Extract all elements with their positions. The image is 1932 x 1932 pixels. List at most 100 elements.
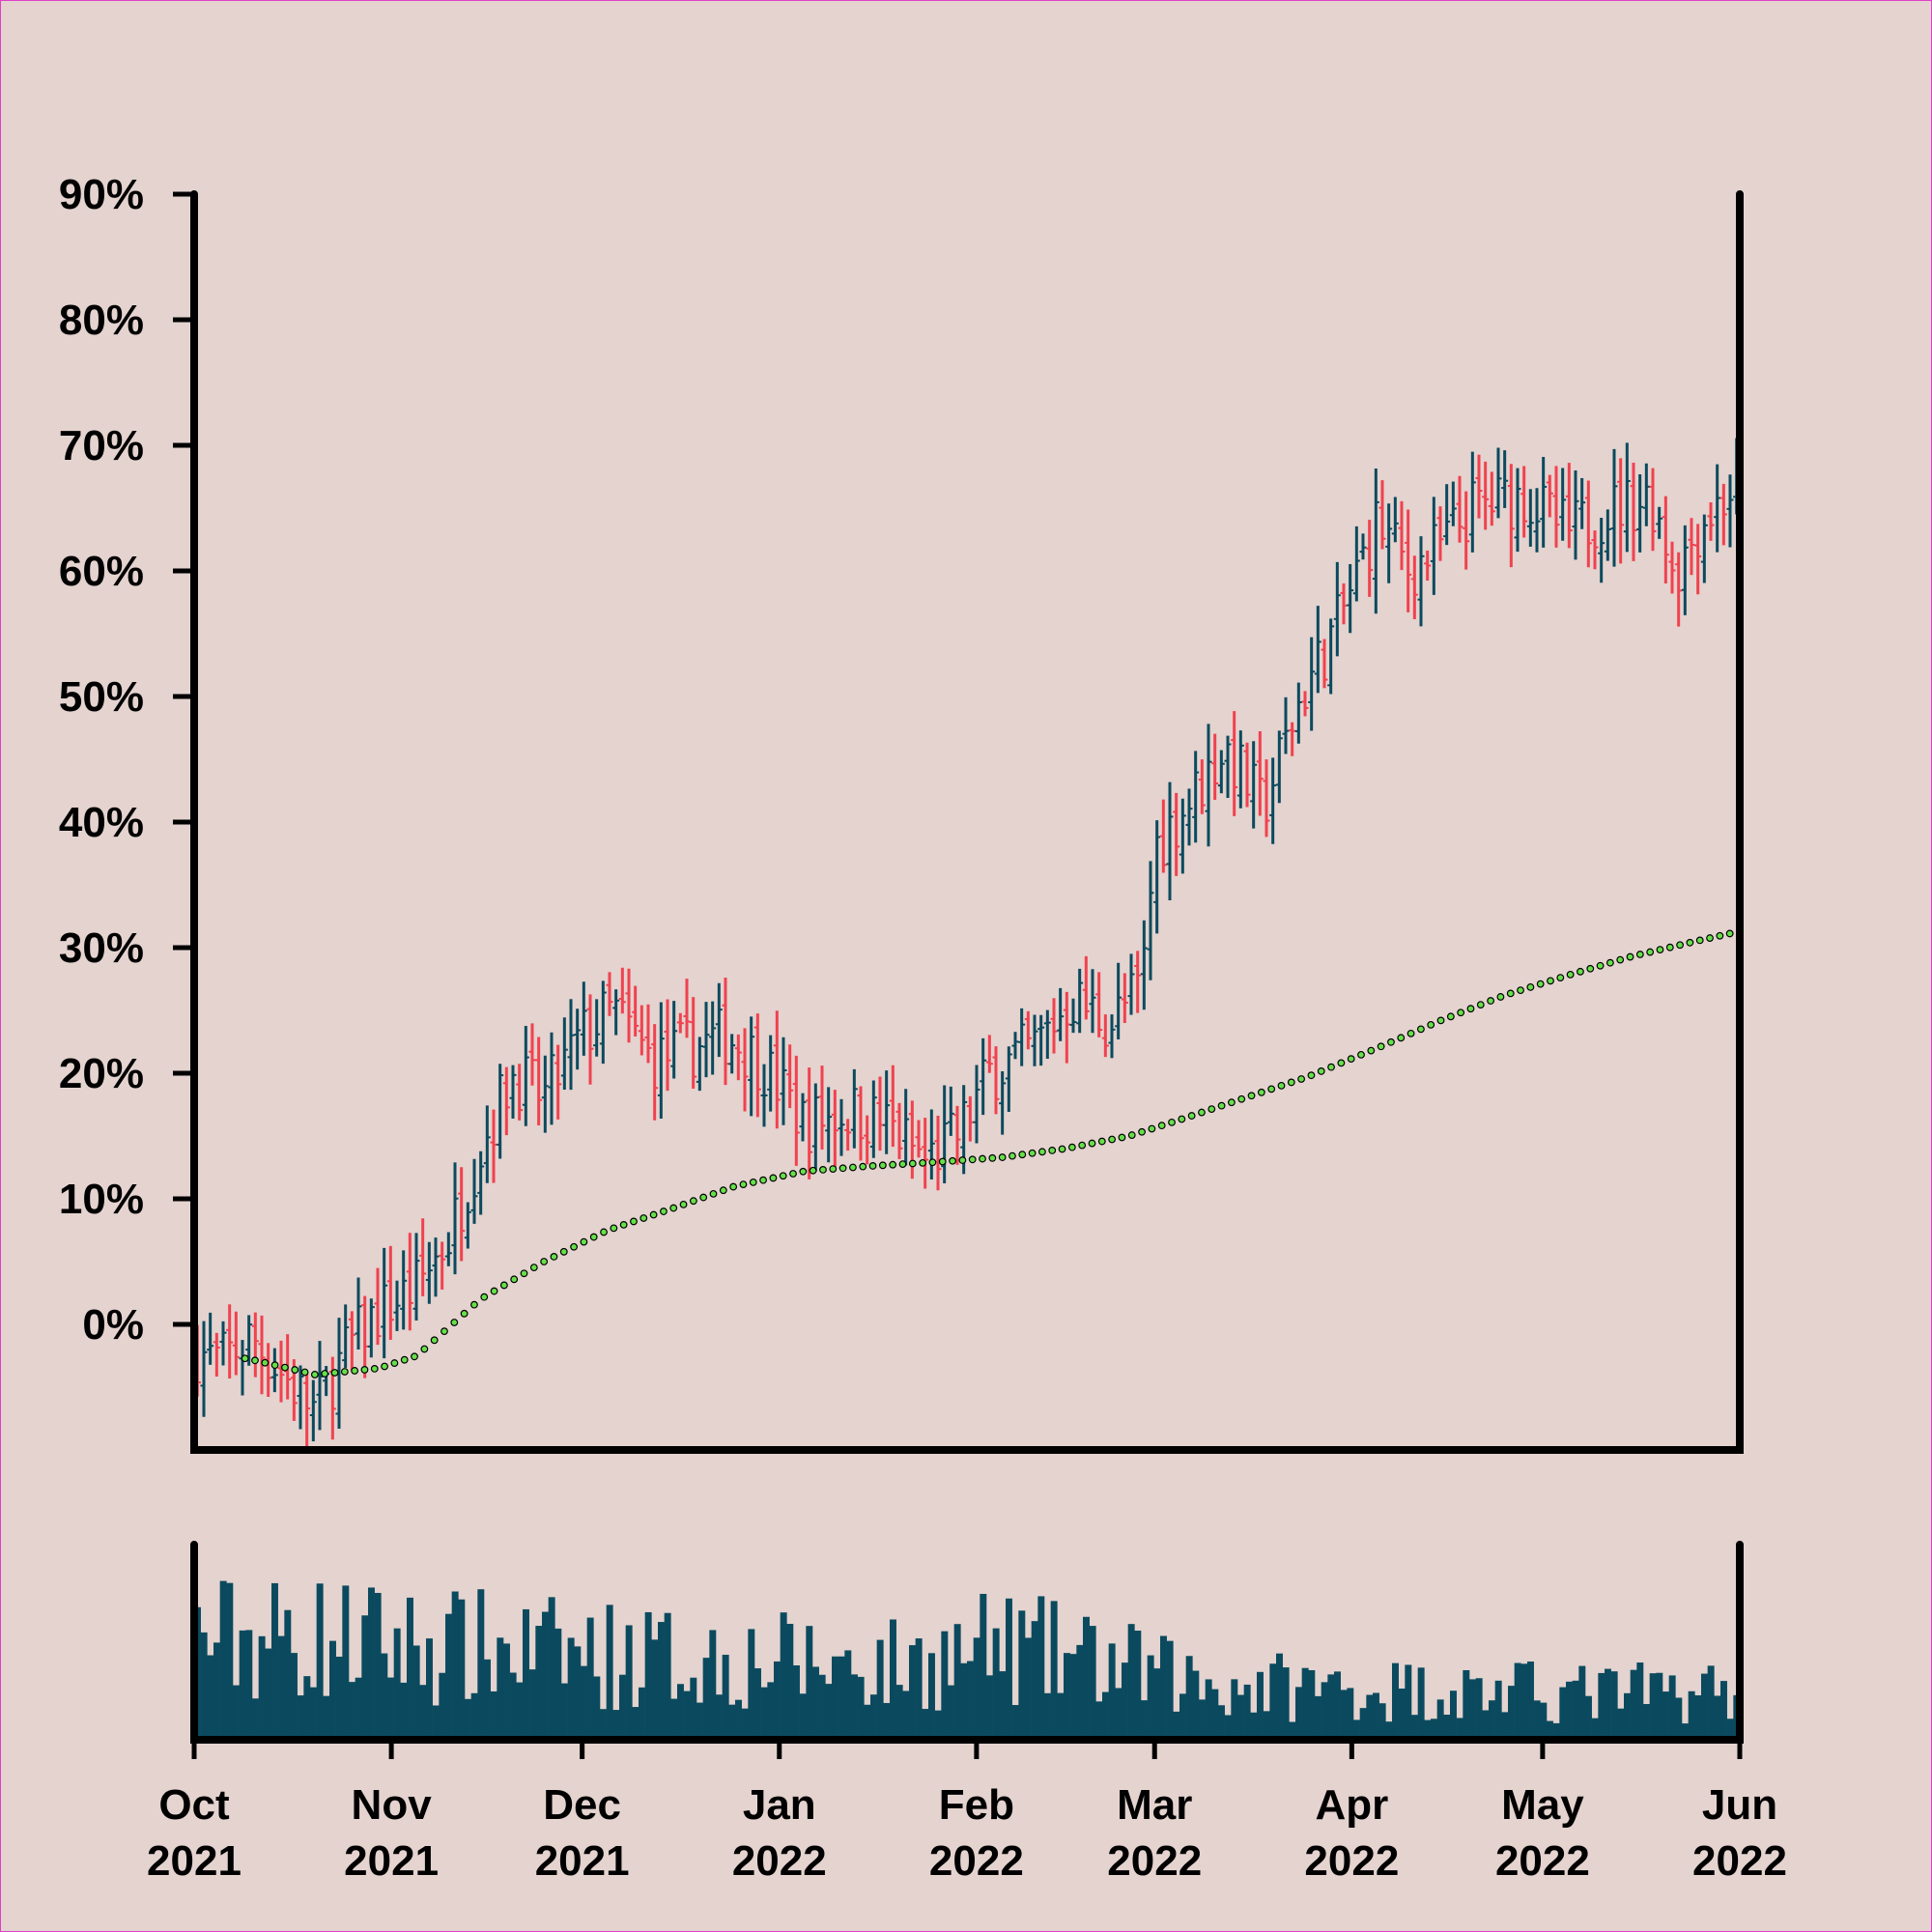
ma-point — [928, 1158, 937, 1167]
ma-point — [370, 1365, 379, 1373]
volume-bar — [1037, 1596, 1045, 1740]
volume-bar — [567, 1637, 575, 1740]
x-tick-month-label: Dec — [543, 1781, 621, 1829]
ma-point — [1506, 989, 1515, 998]
x-tick-year-label: 2021 — [147, 1837, 242, 1885]
ma-point — [1118, 1133, 1126, 1142]
volume-bar — [1405, 1664, 1412, 1740]
volume-bar — [915, 1638, 923, 1740]
volume-bar — [683, 1690, 691, 1740]
volume-bar — [1668, 1675, 1676, 1740]
volume-bar — [1578, 1665, 1586, 1740]
volume-bar — [1469, 1679, 1476, 1740]
ma-point — [988, 1153, 997, 1162]
ma-point — [968, 1155, 977, 1164]
ma-point — [1536, 980, 1545, 988]
y-tick-label: 20% — [59, 1050, 144, 1097]
volume-bar — [1089, 1626, 1096, 1740]
volume-bar — [1141, 1700, 1148, 1740]
ma-point — [1367, 1046, 1376, 1055]
ma-point — [729, 1182, 738, 1191]
ma-point — [321, 1370, 329, 1378]
volume-bar — [709, 1630, 717, 1740]
ma-point — [241, 1354, 249, 1363]
ma-point — [1277, 1081, 1286, 1090]
ma-point — [1577, 967, 1584, 976]
ma-point — [1198, 1108, 1206, 1117]
volume-bar — [451, 1591, 459, 1740]
ma-point — [499, 1281, 508, 1290]
volume-bar — [632, 1707, 639, 1740]
volume-bar — [644, 1611, 652, 1740]
volume-bar — [1682, 1723, 1689, 1740]
volume-bar — [200, 1632, 208, 1740]
volume-bar — [213, 1642, 220, 1740]
volume-bar — [793, 1664, 800, 1740]
y-tick-label: 90% — [59, 171, 144, 218]
volume-bar — [355, 1677, 362, 1740]
ma-point — [1317, 1067, 1325, 1075]
volume-bar — [818, 1674, 826, 1740]
ma-point — [570, 1242, 578, 1251]
volume-bar — [1417, 1667, 1425, 1740]
ma-point — [381, 1362, 388, 1371]
volume-bar — [516, 1682, 524, 1740]
volume-bar — [207, 1655, 214, 1740]
volume-bar — [1050, 1601, 1058, 1740]
ma-point — [1686, 938, 1694, 947]
volume-bar — [1083, 1616, 1090, 1740]
volume-bar — [702, 1658, 710, 1740]
volume-bar — [509, 1672, 517, 1740]
ma-point — [1446, 1012, 1455, 1021]
volume-bar — [542, 1611, 549, 1740]
ma-point — [1646, 948, 1655, 956]
volume-bar — [1547, 1720, 1553, 1740]
volume-bar — [316, 1583, 324, 1740]
ma-point — [1178, 1115, 1186, 1123]
ma-point — [251, 1356, 259, 1365]
volume-bar — [857, 1676, 865, 1740]
x-tick-year-label: 2021 — [344, 1837, 439, 1885]
volume-bar — [277, 1635, 285, 1740]
axes — [190, 190, 1744, 1744]
ma-point — [1138, 1127, 1146, 1136]
volume-bar — [967, 1661, 974, 1740]
volume-bar — [948, 1685, 954, 1740]
volume-bar — [1282, 1667, 1290, 1740]
ma-point — [450, 1319, 459, 1326]
ma-point — [1706, 934, 1714, 942]
volume-bar — [465, 1698, 471, 1740]
volume-bar — [1173, 1711, 1180, 1740]
volume-bar — [980, 1593, 987, 1740]
ma-point — [1487, 997, 1495, 1005]
volume-bar — [1359, 1708, 1367, 1740]
volume-bar — [226, 1582, 234, 1740]
volume-bar — [593, 1676, 601, 1740]
volume-bar — [1199, 1699, 1206, 1740]
ma-point — [749, 1178, 757, 1186]
ma-point — [550, 1253, 558, 1261]
volume-bar — [1263, 1711, 1270, 1740]
ma-point — [1586, 964, 1595, 973]
volume-bar — [1218, 1705, 1225, 1740]
volume-bar — [1179, 1693, 1186, 1740]
ma-point — [1257, 1088, 1265, 1096]
volume-bar — [1166, 1640, 1174, 1740]
volume-bar — [1321, 1682, 1328, 1740]
volume-bar — [1122, 1662, 1128, 1740]
volume-bar — [1044, 1692, 1051, 1740]
volume-bar — [1160, 1635, 1167, 1740]
ma-point — [878, 1161, 887, 1170]
volume-bar — [1720, 1681, 1727, 1740]
volume-bar — [1301, 1667, 1309, 1740]
volume-bar — [767, 1682, 775, 1740]
ma-point — [799, 1167, 808, 1176]
volume-bar — [1295, 1687, 1302, 1740]
volume-bar — [1520, 1663, 1528, 1740]
ma-point — [1397, 1034, 1406, 1042]
ma-point — [769, 1174, 778, 1182]
ma-point — [480, 1293, 489, 1301]
volume-bar — [1566, 1681, 1573, 1740]
x-tick-year-label: 2022 — [1107, 1837, 1202, 1885]
volume-bar — [606, 1605, 613, 1740]
